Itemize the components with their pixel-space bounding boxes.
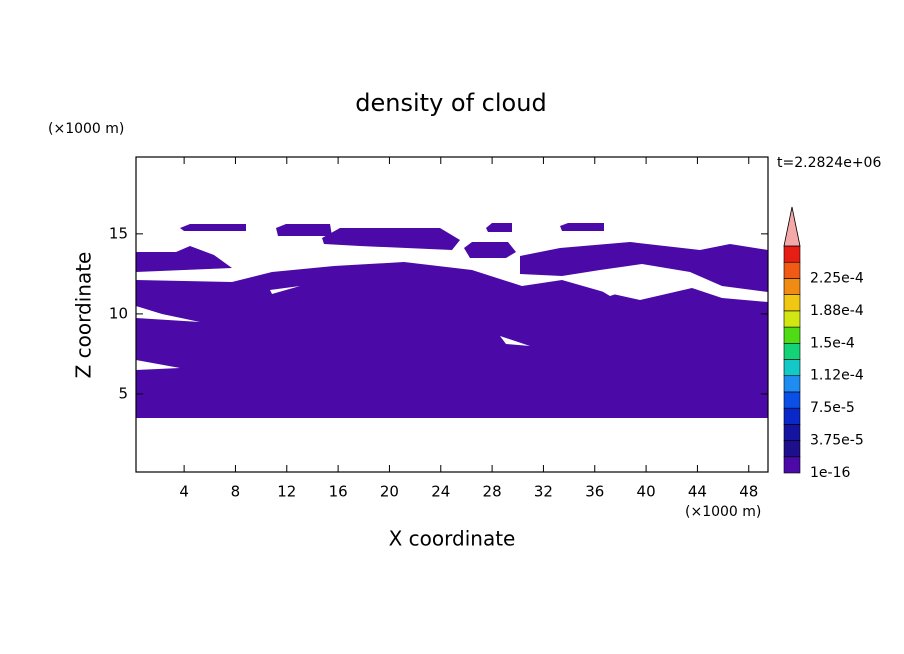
- cloud-region: [136, 262, 768, 418]
- cloud-region: [180, 224, 246, 231]
- plot-frame: [135, 156, 769, 473]
- x-tick-label: 36: [585, 483, 604, 501]
- y-unit: (×1000 m): [48, 121, 124, 137]
- y-tick-label: 5: [118, 384, 128, 402]
- x-tick-label: 24: [431, 483, 450, 501]
- y-axis-label: Z coordinate: [72, 252, 96, 379]
- x-tick-label: 8: [231, 483, 241, 501]
- colorbar-over: [783, 206, 801, 247]
- colorbar-swatch: [783, 407, 801, 425]
- colorbar-swatch: [783, 261, 801, 279]
- colorbar-swatch: [783, 310, 801, 328]
- colorbar-swatch: [783, 294, 801, 312]
- x-tick-label: 40: [637, 483, 656, 501]
- cloud-field: [136, 223, 768, 418]
- colorbar-swatch: [783, 424, 801, 441]
- x-tick-label: 48: [739, 483, 758, 501]
- cloud-region: [136, 246, 232, 272]
- colorbar-label: 1.12e-4: [810, 368, 864, 384]
- colorbar-label: 2.25e-4: [810, 270, 864, 286]
- y-tick-label: 15: [109, 224, 128, 242]
- cloud-region: [276, 224, 332, 236]
- x-tick-label: 28: [483, 483, 502, 501]
- y-tick-label: 10: [109, 304, 128, 322]
- chart-title: density of cloud: [355, 89, 546, 117]
- cloud-region: [464, 242, 516, 258]
- colorbar-swatch: [783, 391, 801, 409]
- colorbar-label: 1.5e-4: [810, 335, 855, 351]
- x-tick-label: 4: [179, 483, 189, 501]
- colorbar-swatch: [783, 456, 801, 474]
- colorbar-swatch: [783, 342, 801, 360]
- x-tick-label: 20: [380, 483, 399, 501]
- colorbar-swatch: [783, 278, 801, 295]
- x-tick-label: 12: [277, 483, 296, 501]
- x-axis-label: X coordinate: [389, 527, 516, 551]
- x-unit: (×1000 m): [685, 504, 761, 520]
- colorbar-label: 3.75e-5: [810, 433, 864, 449]
- cloud-region: [520, 242, 768, 292]
- colorbar-label: 1e-16: [810, 465, 850, 481]
- cloud-region: [560, 223, 604, 231]
- colorbar-swatch: [783, 375, 801, 393]
- cloud-region: [322, 228, 460, 250]
- x-tick-label: 44: [688, 483, 707, 501]
- colorbar-label: 7.5e-5: [810, 400, 855, 416]
- colorbar-swatch: [783, 245, 801, 263]
- colorbar-label: 1.88e-4: [810, 303, 864, 319]
- colorbar-swatch: [783, 326, 801, 344]
- x-tick-label: 32: [534, 483, 553, 501]
- x-tick-label: 16: [329, 483, 348, 501]
- time-label: t=2.2824e+06: [777, 155, 881, 171]
- colorbar-swatch: [783, 359, 801, 377]
- colorbar-swatch: [783, 440, 801, 458]
- cloud-region: [486, 223, 512, 232]
